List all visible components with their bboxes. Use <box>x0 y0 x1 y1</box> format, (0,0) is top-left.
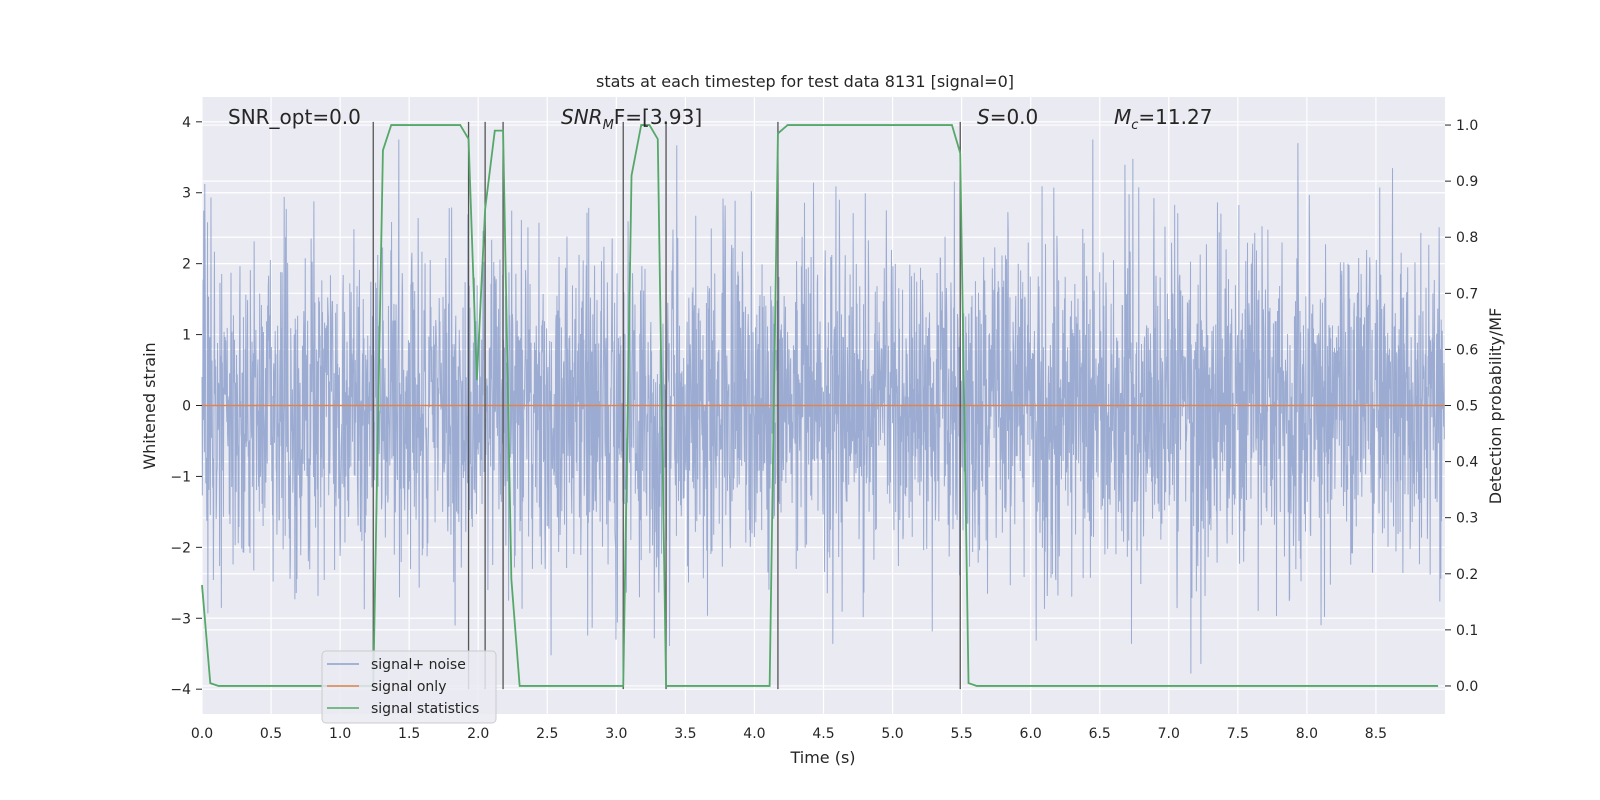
annotation-s: S=0.0 <box>977 105 1038 129</box>
y2-tick-label-7: 0.7 <box>1456 286 1478 302</box>
series-signal-noise <box>201 139 1446 674</box>
chart-title: stats at each timestep for test data 813… <box>596 72 1014 91</box>
x-tick-label-1: 0.5 <box>260 726 282 742</box>
y2-tick-label-2: 0.2 <box>1456 567 1478 583</box>
y2-axis-ticks: 0.0 0.1 0.2 0.3 0.4 0.5 0.6 0.7 0.8 0.9 1.0 <box>1445 118 1478 695</box>
annotation-s-rest: =0.0 <box>990 105 1039 129</box>
y-tick-label-2: −2 <box>170 540 191 556</box>
x-tick-label-10: 5.0 <box>881 726 903 742</box>
legend-label-signal-statistics: signal statistics <box>371 701 479 717</box>
annotation-mc-rest: =11.27 <box>1138 105 1212 129</box>
x-axis-ticks: 0.0 0.5 1.0 1.5 2.0 2.5 3.0 3.5 4.0 4.5 5.0 5.5 6.0 6… <box>191 726 1387 742</box>
series-signal-statistics <box>201 124 1439 687</box>
y2-tick-label-6: 0.6 <box>1456 342 1478 358</box>
x-tick-label-14: 7.0 <box>1158 726 1180 742</box>
annotation-snr-opt: SNR_opt=0.0 <box>228 105 361 129</box>
annotation-mc-sub: c <box>1131 118 1138 133</box>
y2-tick-label-4: 0.4 <box>1456 455 1478 471</box>
y2-tick-label-9: 0.9 <box>1456 174 1478 190</box>
legend-label-signal-only: signal only <box>371 679 446 695</box>
legend-box <box>321 650 497 724</box>
annotation-snr-mf: SNRMF=[3.93] <box>561 105 702 133</box>
y2-axis-label: Detection probability/MF <box>1486 308 1505 505</box>
annotation-snr-mf-sub: M <box>603 118 614 133</box>
annotation-snr-mf-rest: F=[3.93] <box>614 105 702 129</box>
x-tick-label-12: 6.0 <box>1020 726 1042 742</box>
y2-tick-label-1: 0.1 <box>1456 623 1478 639</box>
y2-tick-label-10: 1.0 <box>1456 118 1478 134</box>
x-tick-label-6: 3.0 <box>605 726 627 742</box>
y-tick-label-5: 1 <box>182 328 191 344</box>
y2-tick-label-8: 0.8 <box>1456 230 1478 246</box>
y-tick-label-1: −3 <box>170 611 191 627</box>
y-tick-label-3: −1 <box>170 469 191 485</box>
line-signal-statistics <box>201 124 1439 687</box>
y-tick-label-7: 3 <box>182 186 191 202</box>
x-tick-label-17: 8.5 <box>1365 726 1387 742</box>
y-axis-ticks: −4 −3 −2 −1 0 1 2 3 4 <box>170 115 202 698</box>
y-tick-label-0: −4 <box>170 682 191 698</box>
y2-tick-label-5: 0.5 <box>1456 399 1478 415</box>
y-axis-label: Whitened strain <box>140 342 159 469</box>
y2-tick-label-3: 0.3 <box>1456 511 1478 527</box>
x-tick-label-3: 1.5 <box>398 726 420 742</box>
x-tick-label-5: 2.5 <box>536 726 558 742</box>
x-tick-label-15: 7.5 <box>1227 726 1249 742</box>
annotation-mc: Mc=11.27 <box>1114 105 1212 133</box>
x-tick-label-9: 4.5 <box>812 726 834 742</box>
x-axis-label: Time (s) <box>789 748 855 767</box>
x-tick-label-16: 8.0 <box>1296 726 1318 742</box>
x-tick-label-0: 0.0 <box>191 726 213 742</box>
annotation-snr-mf-main: SNR <box>561 105 603 129</box>
x-tick-label-7: 3.5 <box>674 726 696 742</box>
y2-tick-label-0: 0.0 <box>1456 679 1478 695</box>
y-tick-label-4: 0 <box>182 399 191 415</box>
annotation-mc-main: M <box>1114 105 1131 129</box>
x-tick-label-11: 5.5 <box>950 726 972 742</box>
line-signal-noise <box>201 139 1446 674</box>
x-tick-label-4: 2.0 <box>467 726 489 742</box>
legend: signal+ noise signal only signal statist… <box>321 650 497 724</box>
y-tick-label-6: 2 <box>182 257 191 273</box>
legend-label-signal-noise: signal+ noise <box>371 657 466 673</box>
y-tick-label-8: 4 <box>182 115 191 131</box>
x-tick-label-2: 1.0 <box>329 726 351 742</box>
annotation-s-italic: S <box>977 105 990 129</box>
x-tick-label-13: 6.5 <box>1089 726 1111 742</box>
x-tick-label-8: 4.0 <box>743 726 765 742</box>
